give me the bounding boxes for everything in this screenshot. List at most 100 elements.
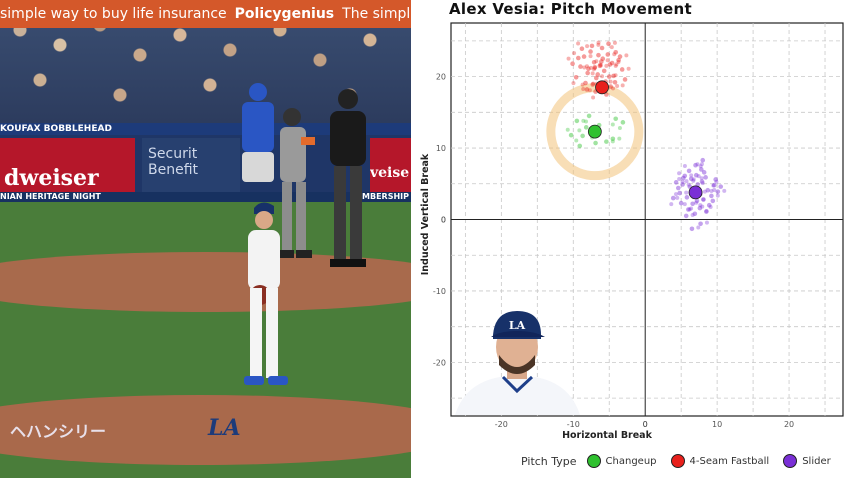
ad-text-2: The simple way to buy <box>342 6 411 22</box>
pitch-point-4-seam-fastball <box>586 66 591 72</box>
pitch-point-slider <box>677 177 682 182</box>
pitch-point-slider <box>715 189 721 194</box>
pitch-point-slider <box>677 190 683 196</box>
pitch-point-4-seam-fastball <box>597 63 603 69</box>
pitch-point-4-seam-fastball <box>590 71 595 76</box>
mean-marker-slider <box>688 185 703 200</box>
pitch-point-slider <box>698 203 703 208</box>
pitch-point-changeup <box>617 136 622 141</box>
pitch-point-4-seam-fastball <box>612 80 618 85</box>
pitch-point-slider <box>681 175 686 181</box>
pitch-point-changeup <box>620 120 626 125</box>
promo-banner: KOUFAX BOBBLEHEAD <box>0 123 411 135</box>
pitch-point-changeup <box>610 139 615 144</box>
pitch-point-slider <box>686 168 692 174</box>
wall-strip-left: NIAN HERITAGE NIGHT <box>0 192 101 201</box>
pitch-point-slider <box>687 207 692 212</box>
pitch-point-slider <box>684 195 690 200</box>
pitch-point-slider <box>711 182 717 188</box>
pitch-point-changeup <box>593 140 598 146</box>
pitch-point-slider <box>711 183 716 188</box>
pitch-point-4-seam-fastball <box>600 56 606 62</box>
pitch-point-slider <box>701 170 707 175</box>
pitch-point-changeup <box>586 113 592 119</box>
pitch-point-4-seam-fastball <box>593 75 599 81</box>
pitch-point-changeup <box>580 133 585 139</box>
pitch-point-4-seam-fastball <box>614 62 619 67</box>
pitch-point-slider <box>690 212 695 217</box>
pitch-point-4-seam-fastball <box>626 66 631 71</box>
pitch-point-slider <box>680 179 685 184</box>
pitch-point-4-seam-fastball <box>611 86 616 91</box>
y-tick-label: -10 <box>433 287 446 296</box>
pitch-point-slider <box>709 189 714 194</box>
pitch-point-slider <box>722 188 727 193</box>
pitch-point-slider <box>678 200 684 206</box>
pitch-point-4-seam-fastball <box>607 62 613 67</box>
pitch-point-4-seam-fastball <box>606 41 611 47</box>
pitch-point-slider <box>674 192 679 197</box>
y-tick-label: -20 <box>433 358 446 367</box>
pitch-point-slider <box>700 157 706 163</box>
pitch-point-4-seam-fastball <box>596 40 601 45</box>
pitch-point-slider <box>698 221 703 227</box>
wall-ad-left: dweiser <box>0 138 135 192</box>
x-tick-label: 10 <box>712 420 722 429</box>
pitch-point-slider <box>700 204 705 209</box>
pitch-point-slider <box>695 162 700 167</box>
pitch-point-4-seam-fastball <box>605 58 610 63</box>
pitch-point-4-seam-fastball <box>566 56 571 61</box>
pitch-point-slider <box>673 180 679 185</box>
pitch-point-4-seam-fastball <box>622 77 628 82</box>
pitch-point-slider <box>712 187 717 192</box>
pitch-point-4-seam-fastball <box>576 55 581 61</box>
y-tick-label: 20 <box>436 73 446 82</box>
pitch-point-4-seam-fastball <box>612 40 617 45</box>
pitch-point-slider <box>710 198 716 204</box>
pitch-point-changeup <box>574 118 580 124</box>
pitch-point-4-seam-fastball <box>591 81 596 86</box>
sponsor-line-2: Benefit <box>148 162 199 178</box>
x-tick-label: -10 <box>567 420 580 429</box>
ad-brand: Policygenius <box>234 6 335 22</box>
pitch-point-4-seam-fastball <box>585 70 590 76</box>
broadcast-photo: simple way to buy life insurance Policyge… <box>0 0 411 478</box>
pitch-point-4-seam-fastball <box>587 88 592 93</box>
pitch-point-slider <box>686 182 691 187</box>
pitch-point-4-seam-fastball <box>611 73 616 79</box>
pitch-point-4-seam-fastball <box>606 74 612 79</box>
pitch-point-4-seam-fastball <box>613 73 618 78</box>
la-logo: LA <box>208 415 241 441</box>
pitch-point-changeup <box>604 139 609 144</box>
pitch-point-slider <box>694 198 700 204</box>
pitch-point-slider <box>670 195 676 201</box>
pitch-point-4-seam-fastball <box>595 72 601 77</box>
pitch-point-4-seam-fastball <box>581 54 587 59</box>
pitch-point-4-seam-fastball <box>589 43 595 49</box>
pitch-point-slider <box>689 226 695 232</box>
pitch-point-slider <box>675 195 680 200</box>
pitch-point-slider <box>699 176 704 181</box>
pitch-point-slider <box>704 220 709 225</box>
pitch-point-4-seam-fastball <box>571 81 576 86</box>
pitch-point-4-seam-fastball <box>596 52 601 58</box>
svg-text:LA: LA <box>509 319 526 332</box>
y-tick-label: 0 <box>441 216 446 225</box>
pitch-point-slider <box>682 202 687 207</box>
pitch-point-4-seam-fastball <box>608 84 613 89</box>
pitch-point-4-seam-fastball <box>616 59 621 64</box>
pitch-point-changeup <box>577 143 583 149</box>
pitch-point-4-seam-fastball <box>616 57 621 63</box>
legend-label: 4-Seam Fastball <box>689 455 770 467</box>
pitch-point-4-seam-fastball <box>588 65 593 70</box>
pitch-point-slider <box>718 184 724 189</box>
pitch-point-slider <box>713 177 718 182</box>
pitch-point-4-seam-fastball <box>583 80 588 86</box>
pitchers-mound <box>0 395 411 465</box>
pitch-point-slider <box>675 185 681 191</box>
pitch-point-4-seam-fastball <box>582 65 587 70</box>
pitch-point-4-seam-fastball <box>599 45 605 51</box>
mound-text: ヘハンシリー <box>10 422 107 441</box>
pitch-point-4-seam-fastball <box>619 67 625 72</box>
pitch-point-changeup <box>574 138 579 143</box>
